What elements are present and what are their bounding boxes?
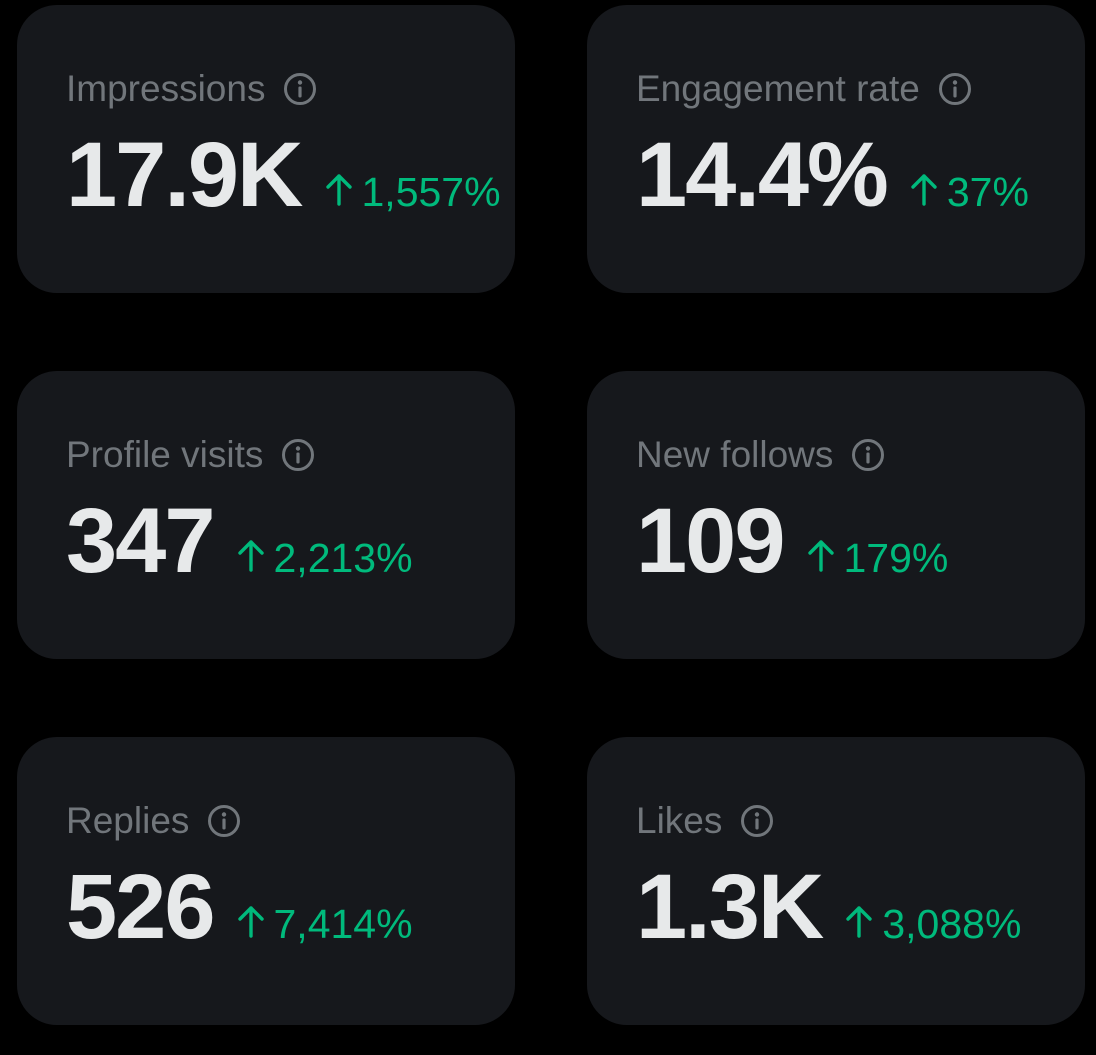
info-icon[interactable] [283,72,317,106]
info-icon[interactable] [851,438,885,472]
arrow-up-icon [236,534,266,582]
metric-card-profile-visits[interactable]: Profile visits 347 2,213% [17,371,515,659]
metric-value-row: 526 7,414% [66,857,413,957]
metric-change: 7,414% [236,900,413,948]
metric-change: 3,088% [844,900,1021,948]
metric-value: 109 [636,490,785,592]
info-icon[interactable] [938,72,972,106]
metric-change-value: 2,213% [273,535,413,581]
metric-value-row: 1.3K 3,088% [636,857,1021,957]
metric-change-value: 179% [843,535,949,581]
metric-value: 14.4% [636,124,889,226]
arrow-up-icon [324,168,354,216]
arrow-up-icon [909,168,939,216]
metric-change: 37% [909,168,1029,216]
metric-value-row: 109 179% [636,491,948,591]
info-icon[interactable] [207,804,241,838]
metric-card-replies[interactable]: Replies 526 7,414% [17,737,515,1025]
metric-label: Profile visits [66,434,264,475]
metric-label: Impressions [66,68,266,109]
metric-value: 526 [66,856,215,958]
arrow-up-icon [236,900,266,948]
metric-change-value: 1,557% [361,169,501,215]
metric-header: Replies [66,797,241,845]
metric-header: Profile visits [66,431,315,479]
metric-change: 179% [806,534,949,582]
metric-change: 2,213% [236,534,413,582]
metric-header: Impressions [66,65,317,113]
metric-card-engagement-rate[interactable]: Engagement rate 14.4% 37% [587,5,1085,293]
metric-value-row: 17.9K 1,557% [66,125,501,225]
arrow-up-icon [806,534,836,582]
info-icon[interactable] [281,438,315,472]
metric-header: New follows [636,431,885,479]
metric-change-value: 7,414% [273,901,413,947]
info-icon[interactable] [740,804,774,838]
metric-change-value: 3,088% [882,901,1022,947]
arrow-up-icon [844,900,874,948]
metric-value: 17.9K [66,124,303,226]
metric-label: Likes [636,800,723,841]
metric-change-value: 37% [946,169,1029,215]
metric-header: Likes [636,797,774,845]
metric-label: Replies [66,800,190,841]
metric-value-row: 14.4% 37% [636,125,1029,225]
metric-label: Engagement rate [636,68,920,109]
metric-card-impressions[interactable]: Impressions 17.9K 1,557% [17,5,515,293]
metric-change: 1,557% [324,168,501,216]
metric-value: 347 [66,490,215,592]
metric-card-likes[interactable]: Likes 1.3K 3,088% [587,737,1085,1025]
metric-label: New follows [636,434,834,475]
metric-value: 1.3K [636,856,824,958]
metric-header: Engagement rate [636,65,972,113]
metric-card-new-follows[interactable]: New follows 109 179% [587,371,1085,659]
metric-value-row: 347 2,213% [66,491,413,591]
